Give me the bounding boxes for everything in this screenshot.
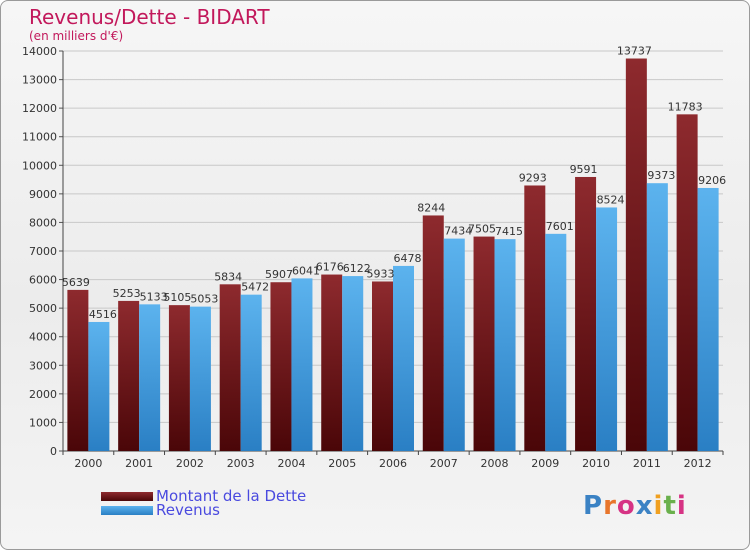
- x-tick-label: 2002: [176, 457, 204, 470]
- legend-swatch-debt: [101, 492, 153, 501]
- data-label-debt: 5105: [163, 291, 191, 304]
- x-tick-label: 2009: [531, 457, 559, 470]
- data-label-debt: 13737: [617, 45, 652, 58]
- y-tick-label: 12000: [22, 102, 57, 115]
- x-tick-label: 2010: [582, 457, 610, 470]
- logo-letter: x: [635, 491, 654, 521]
- y-tick-label: 1000: [29, 416, 57, 429]
- y-tick-label: 6000: [29, 274, 57, 287]
- x-tick-label: 2011: [633, 457, 661, 470]
- bar-revenus: [139, 304, 161, 451]
- data-label-debt: 5639: [62, 276, 90, 289]
- bar-debt: [524, 185, 546, 451]
- y-tick-label: 2000: [29, 388, 57, 401]
- y-tick-label: 4000: [29, 331, 57, 344]
- bar-revenus: [189, 306, 211, 451]
- bar-debt: [118, 300, 140, 451]
- bar-revenus: [393, 265, 414, 451]
- legend-label-revenus: Revenus: [156, 501, 220, 519]
- data-label-revenus: 7601: [546, 220, 574, 233]
- x-tick-label: 2012: [684, 457, 712, 470]
- proxiti-logo: Proxiti: [583, 491, 687, 521]
- y-tick-label: 14000: [22, 45, 57, 58]
- data-label-revenus: 7434: [444, 225, 472, 238]
- y-tick-label: 0: [50, 445, 57, 458]
- x-tick-label: 2008: [481, 457, 509, 470]
- data-label-debt: 11783: [668, 100, 703, 113]
- chart-title: Revenus/Dette - BIDART: [29, 5, 270, 29]
- logo-letter: i: [676, 491, 687, 521]
- logo-letter: i: [653, 491, 664, 521]
- bar-revenus: [443, 238, 465, 451]
- bar-debt: [67, 289, 89, 451]
- bar-debt: [321, 274, 343, 451]
- bar-debt: [676, 114, 698, 451]
- bar-debt: [372, 281, 393, 451]
- bar-revenus: [88, 321, 110, 451]
- legend-label-debt: Montant de la Dette: [156, 487, 307, 505]
- data-label-revenus: 6122: [343, 262, 371, 275]
- logo-letter: o: [616, 491, 636, 521]
- bar-debt: [219, 284, 241, 451]
- bar-debt: [575, 176, 597, 451]
- bar-revenus: [697, 187, 719, 451]
- logo-letter: t: [663, 491, 677, 521]
- data-label-debt: 5933: [367, 267, 395, 280]
- data-label-revenus: 7415: [495, 225, 523, 238]
- bar-debt: [625, 58, 647, 452]
- x-tick-label: 2004: [277, 457, 305, 470]
- data-label-revenus: 9206: [698, 174, 726, 187]
- bar-debt: [422, 215, 444, 451]
- bar-revenus: [646, 183, 668, 451]
- data-label-debt: 5253: [113, 287, 141, 300]
- y-tick-label: 13000: [22, 74, 57, 87]
- bar-revenus: [240, 294, 262, 451]
- x-tick-label: 2000: [74, 457, 102, 470]
- bar-revenus: [545, 233, 567, 451]
- bar-debt: [473, 236, 495, 451]
- data-label-debt: 9293: [519, 171, 547, 184]
- x-tick-label: 2001: [125, 457, 153, 470]
- bar-debt: [270, 282, 292, 451]
- legend-swatch-revenus: [101, 506, 153, 515]
- chart-subtitle: (en milliers d'€): [29, 29, 124, 43]
- data-label-revenus: 5472: [241, 281, 269, 294]
- bar-revenus: [596, 207, 618, 451]
- y-tick-label: 8000: [29, 216, 57, 229]
- bar-revenus: [342, 276, 364, 451]
- data-label-revenus: 8524: [597, 193, 625, 206]
- data-label-debt: 6176: [316, 261, 344, 274]
- data-label-revenus: 5053: [190, 293, 218, 306]
- bars: [67, 58, 719, 452]
- data-label-debt: 5907: [265, 268, 293, 281]
- x-tick-label: 2007: [430, 457, 458, 470]
- data-label-debt: 7505: [468, 223, 496, 236]
- x-tick-label: 2006: [379, 457, 407, 470]
- logo-letter: r: [603, 491, 617, 521]
- y-tick-label: 9000: [29, 188, 57, 201]
- x-tick-label: 2005: [328, 457, 356, 470]
- y-tick-label: 3000: [29, 359, 57, 372]
- data-label-debt: 8244: [417, 201, 445, 214]
- bar-revenus: [291, 278, 313, 451]
- data-label-debt: 5834: [214, 270, 242, 283]
- y-tick-label: 11000: [22, 131, 57, 144]
- data-label-revenus: 9373: [647, 169, 675, 182]
- bar-debt: [168, 305, 190, 451]
- x-tick-label: 2003: [227, 457, 255, 470]
- data-label-revenus: 5133: [140, 290, 168, 303]
- y-tick-label: 7000: [29, 245, 57, 258]
- y-tick-label: 5000: [29, 302, 57, 315]
- bar-revenus: [494, 239, 516, 451]
- y-tick-label: 10000: [22, 159, 57, 172]
- logo-letter: P: [583, 491, 604, 521]
- data-label-revenus: 6041: [292, 264, 320, 277]
- data-label-revenus: 4516: [89, 308, 117, 321]
- data-label-revenus: 6478: [394, 252, 422, 265]
- data-label-debt: 9591: [570, 163, 598, 176]
